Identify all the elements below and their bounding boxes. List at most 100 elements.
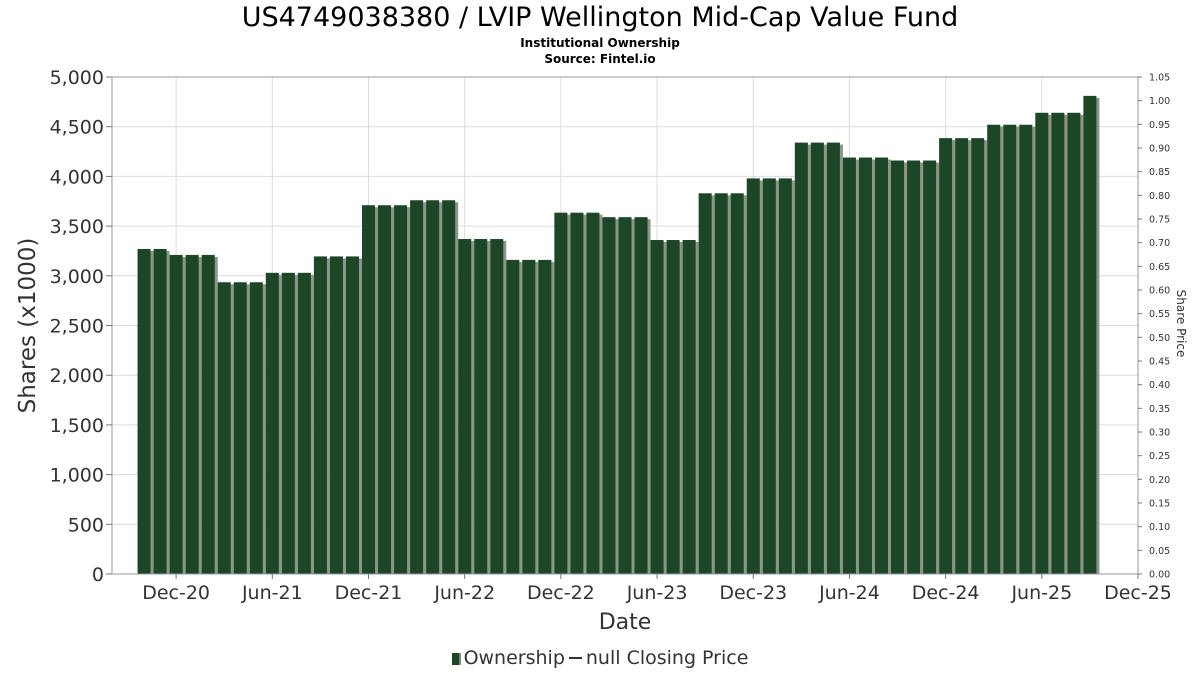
ownership-bar <box>714 193 728 574</box>
ownership-bar <box>153 248 167 574</box>
ownership-bar <box>987 124 1001 574</box>
y2-tick-label: 0.45 <box>1149 357 1170 368</box>
ownership-bar <box>554 212 568 574</box>
x-tick-label: Dec-25 <box>1104 582 1172 604</box>
ownership-bar <box>810 142 824 574</box>
ownership-bar <box>522 259 536 574</box>
y2-tick-label: 0.50 <box>1149 333 1170 344</box>
ownership-bar <box>217 282 231 574</box>
x-axis-title: Date <box>599 610 652 635</box>
ownership-bar <box>842 157 856 574</box>
ownership-bar <box>394 205 408 574</box>
ownership-bar <box>618 217 632 575</box>
ownership-bar <box>297 272 311 574</box>
ownership-bar <box>778 178 792 574</box>
ownership-bar <box>185 254 199 574</box>
chart-subtitle-ownership: Institutional Ownership <box>520 36 680 50</box>
y2-tick-label: 0.60 <box>1149 286 1170 297</box>
legend-ownership-label: Ownership <box>463 647 565 669</box>
ownership-bar <box>874 157 889 574</box>
ownership-bar <box>762 178 776 574</box>
legend-price-line-swatch <box>568 657 582 659</box>
ownership-bar <box>281 272 295 574</box>
x-tick-label: Jun-24 <box>818 582 880 604</box>
ownership-bar <box>1035 112 1049 574</box>
y2-tick-label: 0.05 <box>1149 546 1170 557</box>
ownership-bar <box>490 239 504 574</box>
ownership-bar <box>746 178 760 574</box>
ownership-bar <box>586 212 600 574</box>
y2-tick-label: 0.00 <box>1149 570 1170 581</box>
y2-tick-label: 0.25 <box>1149 451 1170 462</box>
y-axis-title: Shares (x1000) <box>15 238 41 414</box>
ownership-bar <box>826 142 840 574</box>
ownership-bar <box>410 200 424 575</box>
x-tick-label: Jun-22 <box>433 582 495 604</box>
ownership-bar <box>698 193 712 574</box>
y2-axis-title: Share Price <box>1174 290 1188 358</box>
y2-tick-label: 0.10 <box>1149 522 1170 533</box>
ownership-bar <box>538 259 552 574</box>
x-tick-label: Dec-20 <box>142 582 210 604</box>
chart-legend: Ownership null Closing Price <box>0 647 1200 669</box>
x-tick-label: Jun-21 <box>241 582 303 604</box>
ownership-bar <box>923 160 937 574</box>
y-tick-label: 5,000 <box>50 67 104 89</box>
ownership-bar <box>249 282 263 574</box>
y2-tick-label: 0.40 <box>1149 380 1170 391</box>
legend-ownership-swatch <box>451 653 461 665</box>
ownership-bar <box>442 200 456 575</box>
y-tick-label: 2,500 <box>50 316 104 338</box>
y-tick-label: 4,000 <box>50 166 104 188</box>
ownership-bar <box>345 256 359 574</box>
ownership-bar <box>169 254 183 574</box>
chart-title: US4749038380 / LVIP Wellington Mid-Cap V… <box>241 2 959 33</box>
ownership-bar <box>971 138 985 575</box>
ownership-bar <box>1019 124 1033 574</box>
ownership-bar <box>794 142 808 574</box>
y2-tick-label: 0.65 <box>1149 262 1170 273</box>
axis-layer: 0 500 1,000 1,500 2,000 2,500 3,000 3,500 4,000 4… <box>15 67 1188 635</box>
ownership-bar <box>682 240 696 575</box>
ownership-bar <box>201 254 215 574</box>
ownership-bar <box>907 160 921 574</box>
y-tick-label: 4,500 <box>50 117 104 139</box>
ownership-bar <box>506 259 520 574</box>
y-tick-label: 0 <box>92 564 104 586</box>
ownership-bar <box>634 217 648 575</box>
ownership-bar <box>458 239 472 574</box>
ownership-bar <box>602 217 616 575</box>
ownership-bar <box>265 272 279 574</box>
y-tick-label: 500 <box>68 514 104 536</box>
x-tick-label: Jun-23 <box>626 582 688 604</box>
x-tick-label: Jun-25 <box>1010 582 1072 604</box>
ownership-bar <box>955 138 969 575</box>
chart-subtitle-source: Source: Fintel.io <box>544 52 656 66</box>
y2-tick-label: 0.80 <box>1149 191 1170 202</box>
ownership-bar <box>426 200 440 575</box>
y-tick-label: 3,000 <box>50 266 104 288</box>
ownership-bar <box>313 256 327 574</box>
ownership-bar <box>361 205 376 574</box>
ownership-bar <box>570 212 584 574</box>
y2-tick-label: 1.05 <box>1149 73 1170 84</box>
ownership-bar <box>939 138 953 575</box>
ownership-bar <box>730 193 744 574</box>
y2-tick-label: 0.15 <box>1149 499 1170 510</box>
ownership-bar <box>1067 112 1081 574</box>
ownership-bar <box>1003 124 1017 574</box>
y-tick-label: 1,000 <box>50 465 104 487</box>
ownership-bar <box>474 239 488 574</box>
ownership-bar <box>891 160 905 574</box>
ownership-bar <box>378 205 392 574</box>
ownership-bar <box>1083 95 1097 575</box>
x-tick-label: Dec-24 <box>912 582 980 604</box>
ownership-bar <box>137 248 151 574</box>
x-tick-label: Dec-23 <box>719 582 787 604</box>
ownership-bar <box>650 240 664 575</box>
y-tick-label: 3,500 <box>50 216 104 238</box>
y-tick-label: 2,000 <box>50 365 104 387</box>
y2-tick-label: 0.20 <box>1149 475 1170 486</box>
y2-tick-label: 1.00 <box>1149 96 1170 107</box>
